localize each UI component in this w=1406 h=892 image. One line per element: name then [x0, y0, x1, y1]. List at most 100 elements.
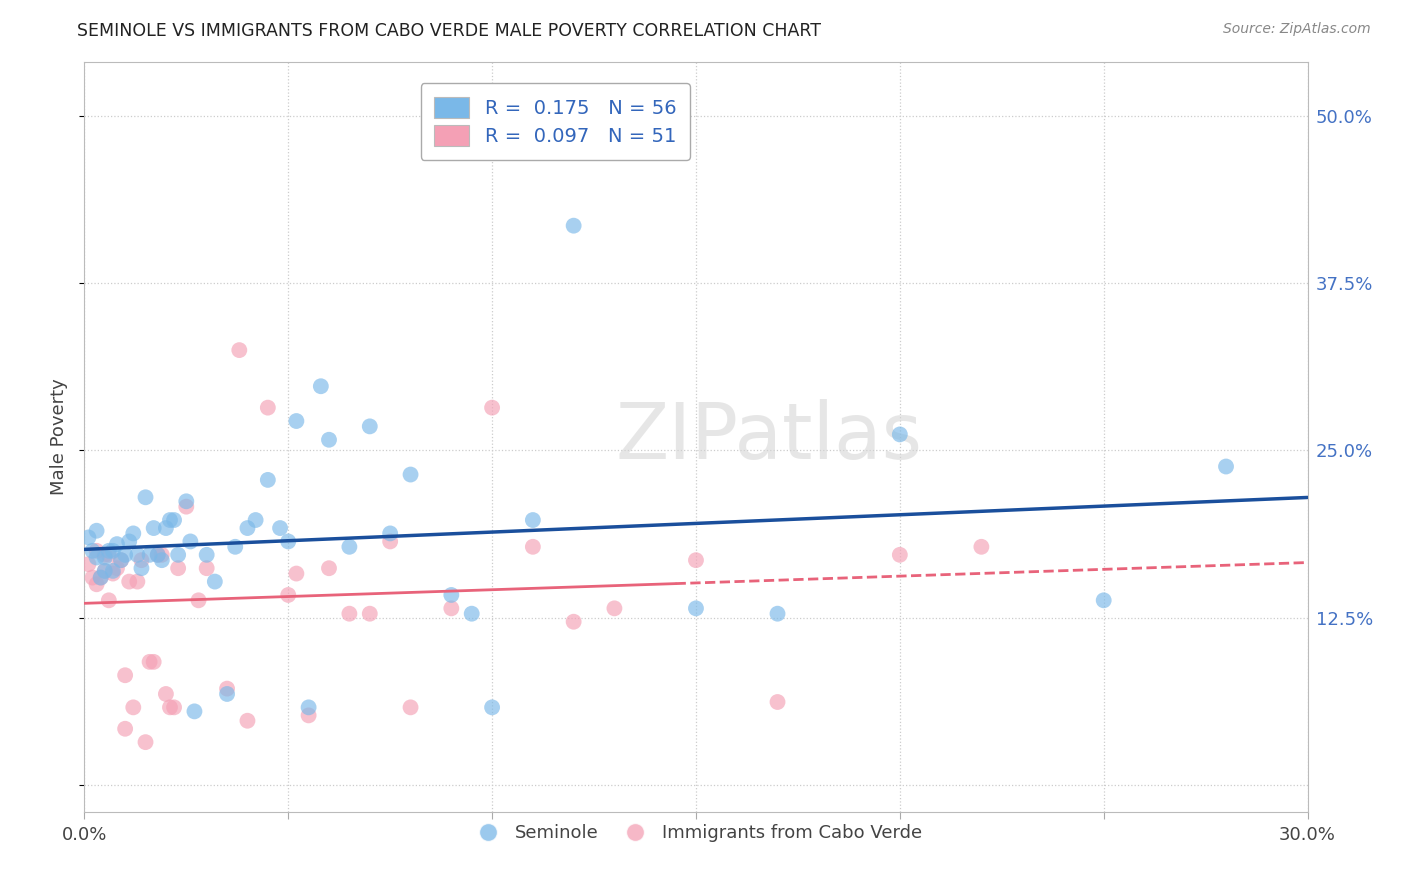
- Point: [77, 557, 100, 572]
- Point: [150, 553, 173, 567]
- Point: [93, 550, 115, 565]
- Point: [114, 722, 136, 736]
- Point: [481, 700, 503, 714]
- Point: [82, 571, 104, 585]
- Point: [131, 561, 153, 575]
- Point: [159, 700, 181, 714]
- Point: [195, 548, 218, 562]
- Point: [236, 714, 259, 728]
- Point: [440, 601, 463, 615]
- Legend: Seminole, Immigrants from Cabo Verde: Seminole, Immigrants from Cabo Verde: [463, 817, 929, 849]
- Point: [380, 534, 402, 549]
- Point: [122, 526, 145, 541]
- Point: [359, 607, 381, 621]
- Point: [685, 601, 707, 615]
- Point: [440, 588, 463, 602]
- Point: [135, 491, 157, 505]
- Point: [159, 513, 181, 527]
- Point: [359, 419, 381, 434]
- Point: [135, 735, 157, 749]
- Point: [127, 574, 149, 589]
- Point: [970, 540, 993, 554]
- Point: [122, 700, 145, 714]
- Point: [257, 401, 280, 415]
- Point: [93, 564, 115, 578]
- Text: ZIPatlas: ZIPatlas: [616, 399, 922, 475]
- Point: [298, 708, 321, 723]
- Point: [138, 548, 160, 562]
- Point: [82, 544, 104, 558]
- Point: [86, 550, 108, 565]
- Point: [522, 540, 544, 554]
- Point: [685, 553, 707, 567]
- Point: [142, 521, 165, 535]
- Point: [86, 544, 108, 558]
- Point: [339, 607, 361, 621]
- Point: [277, 588, 299, 602]
- Point: [245, 513, 267, 527]
- Point: [399, 700, 422, 714]
- Point: [101, 566, 124, 581]
- Point: [146, 548, 169, 562]
- Point: [380, 526, 402, 541]
- Point: [155, 687, 177, 701]
- Point: [163, 513, 186, 527]
- Point: [187, 593, 209, 607]
- Point: [114, 668, 136, 682]
- Point: [97, 544, 120, 558]
- Point: [399, 467, 422, 482]
- Point: [309, 379, 332, 393]
- Point: [86, 524, 108, 538]
- Point: [142, 655, 165, 669]
- Point: [163, 700, 186, 714]
- Point: [131, 553, 153, 567]
- Point: [766, 695, 789, 709]
- Point: [138, 655, 160, 669]
- Point: [114, 548, 136, 562]
- Point: [562, 615, 585, 629]
- Point: [204, 574, 226, 589]
- Point: [217, 681, 239, 696]
- Point: [93, 548, 115, 562]
- Point: [318, 433, 340, 447]
- Point: [174, 500, 197, 514]
- Point: [285, 414, 308, 428]
- Point: [183, 705, 205, 719]
- Point: [105, 561, 128, 575]
- Point: [562, 219, 585, 233]
- Point: [522, 513, 544, 527]
- Text: SEMINOLE VS IMMIGRANTS FROM CABO VERDE MALE POVERTY CORRELATION CHART: SEMINOLE VS IMMIGRANTS FROM CABO VERDE M…: [77, 22, 821, 40]
- Point: [318, 561, 340, 575]
- Point: [97, 548, 120, 562]
- Text: Source: ZipAtlas.com: Source: ZipAtlas.com: [1223, 22, 1371, 37]
- Point: [269, 521, 291, 535]
- Point: [766, 607, 789, 621]
- Point: [228, 343, 250, 358]
- Point: [110, 553, 132, 567]
- Y-axis label: Male Poverty: Male Poverty: [51, 379, 69, 495]
- Point: [118, 574, 141, 589]
- Point: [603, 601, 626, 615]
- Point: [285, 566, 308, 581]
- Point: [90, 571, 112, 585]
- Point: [97, 593, 120, 607]
- Point: [889, 548, 911, 562]
- Point: [195, 561, 218, 575]
- Point: [1092, 593, 1115, 607]
- Point: [167, 548, 190, 562]
- Point: [217, 687, 239, 701]
- Point: [101, 544, 124, 558]
- Point: [90, 571, 112, 585]
- Point: [298, 700, 321, 714]
- Point: [1215, 459, 1237, 474]
- Point: [86, 577, 108, 591]
- Point: [339, 540, 361, 554]
- Point: [110, 553, 132, 567]
- Point: [105, 537, 128, 551]
- Point: [889, 427, 911, 442]
- Point: [224, 540, 246, 554]
- Point: [481, 401, 503, 415]
- Point: [174, 494, 197, 508]
- Point: [461, 607, 484, 621]
- Point: [167, 561, 190, 575]
